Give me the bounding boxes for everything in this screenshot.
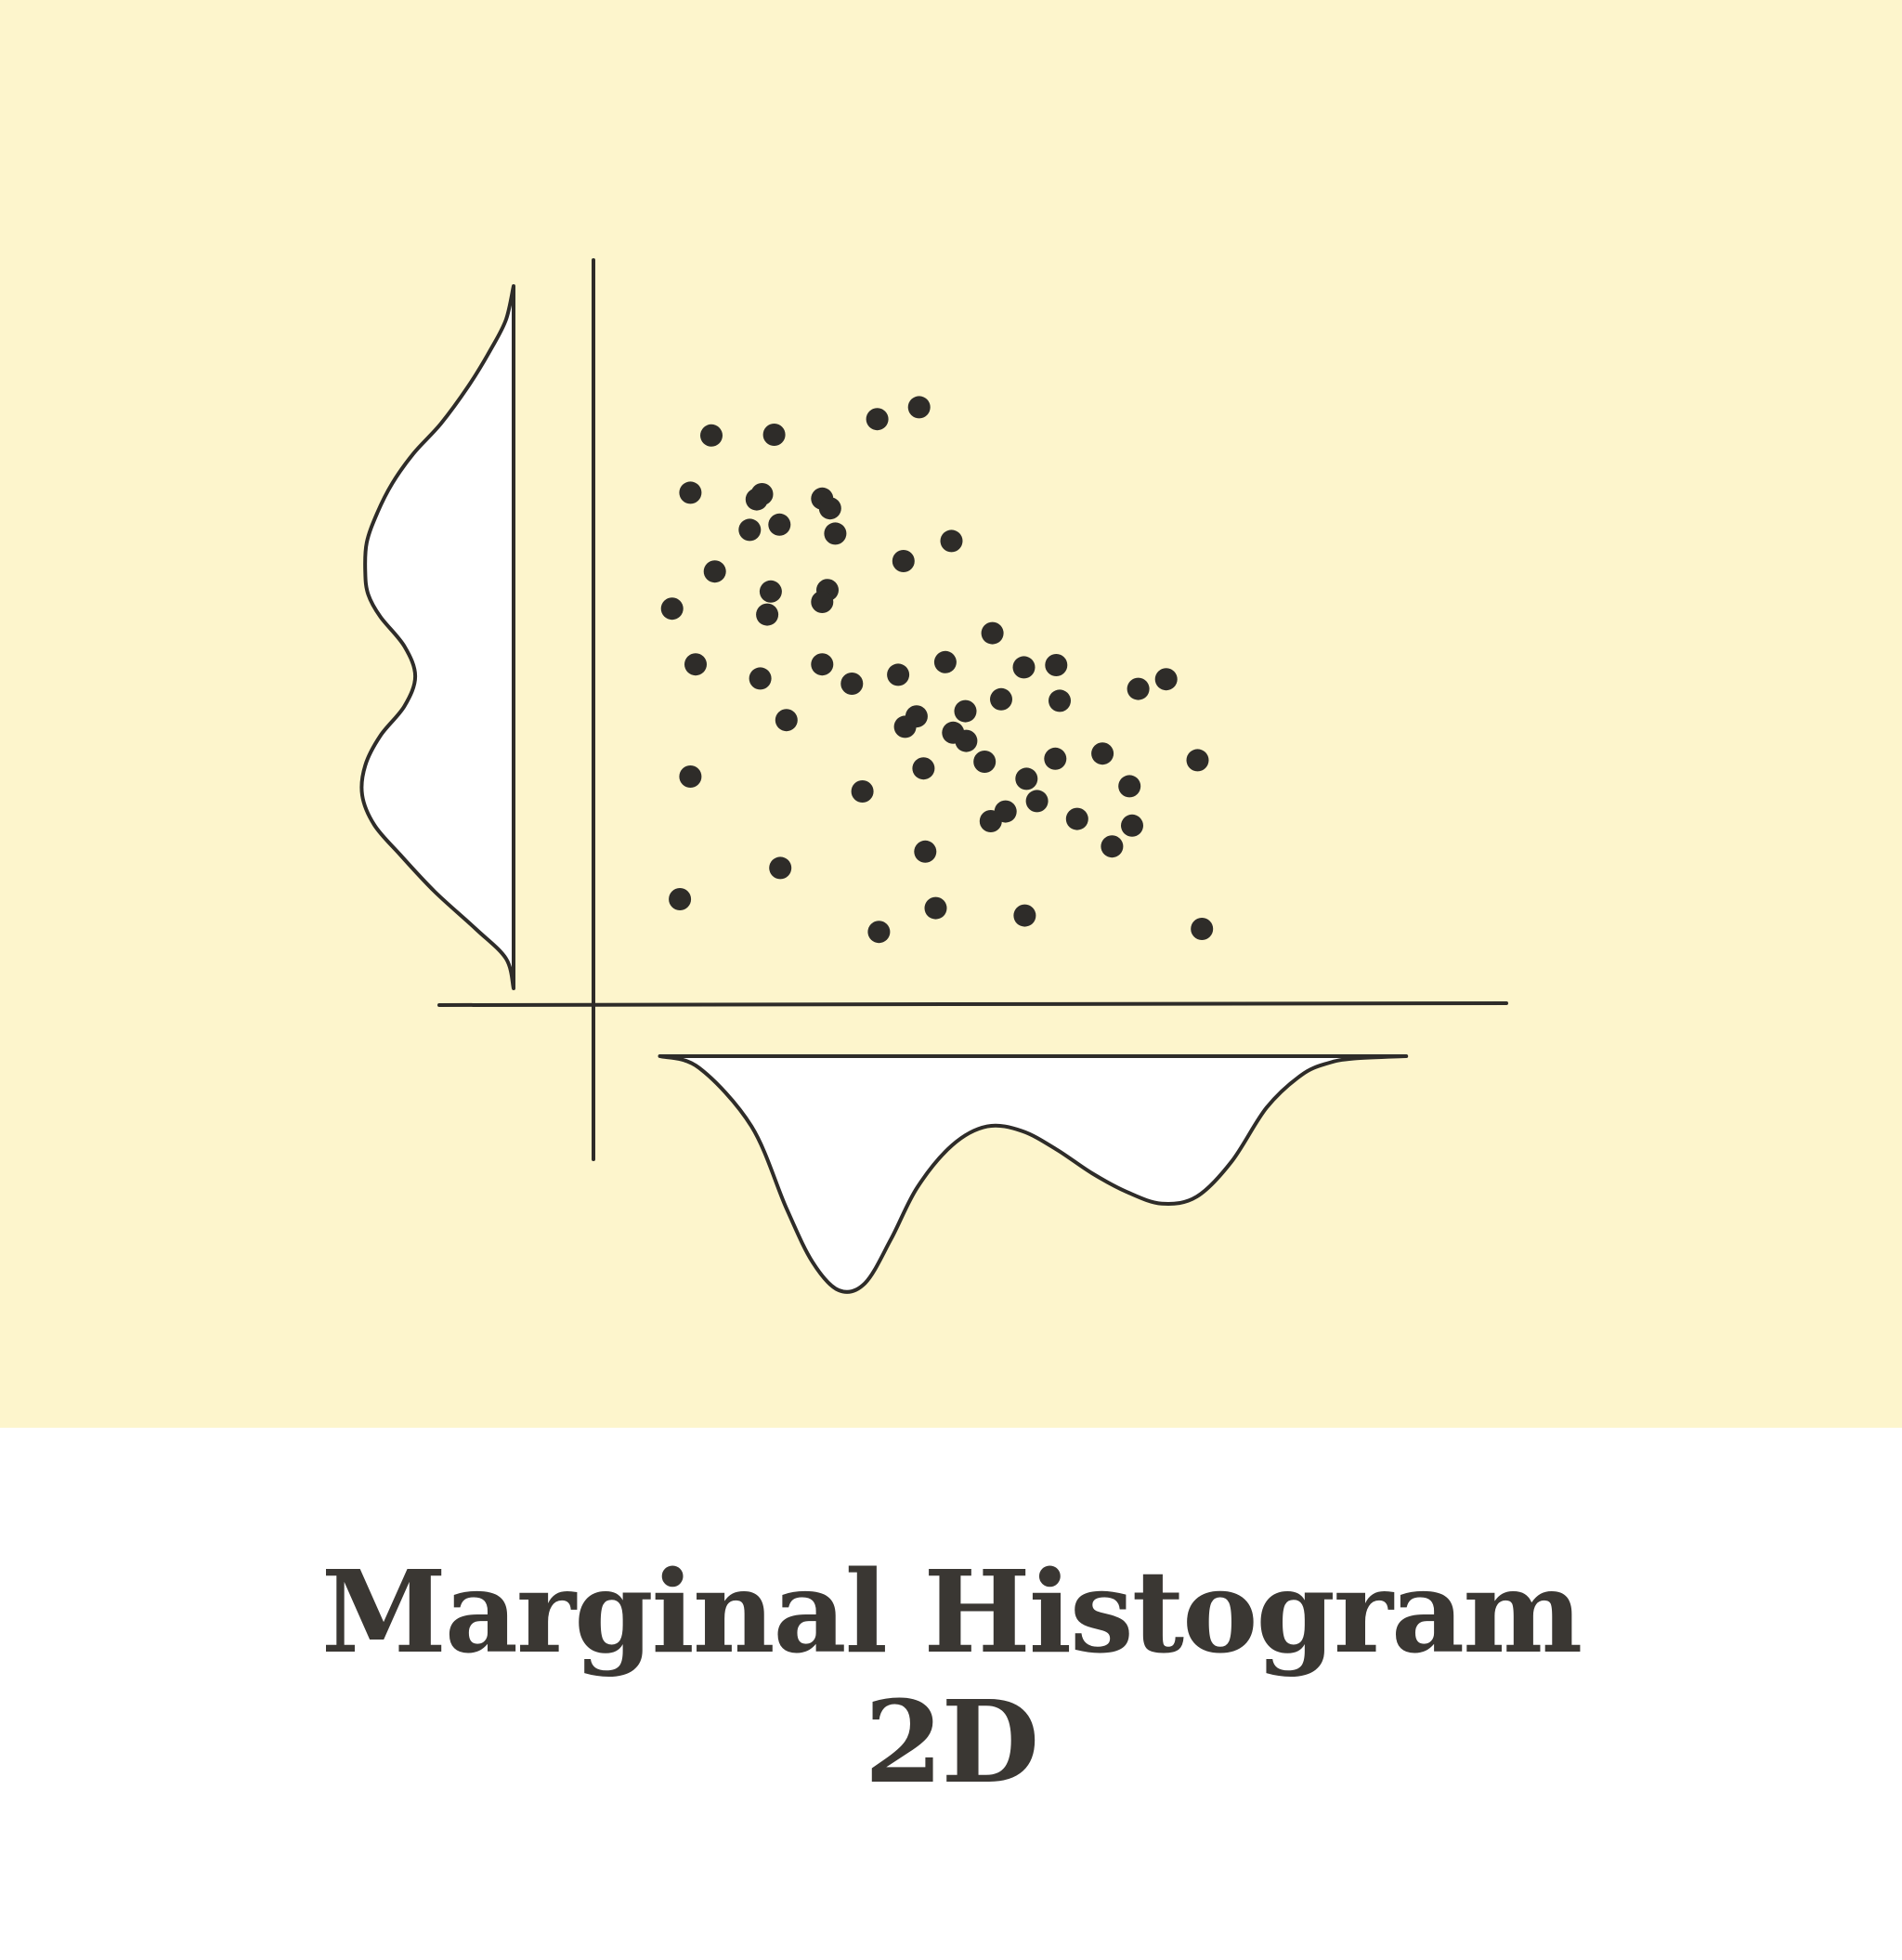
scatter-point-57: [669, 888, 692, 910]
scatter-point-52: [1065, 807, 1088, 830]
scatter-point-21: [684, 653, 707, 676]
scatter-point-53: [1101, 835, 1124, 858]
scatter-point-26: [933, 650, 957, 673]
scatter-point-40: [912, 757, 935, 780]
scatter-point-14: [892, 550, 915, 572]
scatter-point-1: [700, 424, 723, 447]
scatter-point-46: [1186, 749, 1209, 772]
scatter-point-37: [1045, 654, 1068, 676]
scatter-point-22: [749, 667, 772, 690]
scatter-point-44: [1091, 742, 1114, 765]
scatter-point-31: [905, 705, 928, 728]
scatter-point-34: [955, 729, 978, 752]
scatter-point-39: [1154, 668, 1178, 691]
chart-caption: Marginal Histogram 2D: [0, 1547, 1902, 1807]
scatter-point-54: [1121, 814, 1143, 837]
scatter-point-19: [660, 597, 684, 621]
scatter-point-55: [769, 856, 792, 880]
scatter-point-27: [981, 621, 1004, 645]
scatter-point-24: [840, 673, 864, 695]
scatter-point-20: [756, 603, 779, 626]
scatter-point-36: [1049, 689, 1071, 712]
x-marginal-density-curve: [658, 1054, 1409, 1294]
scatter-point-50: [994, 800, 1017, 823]
scatter-point-41: [973, 751, 997, 773]
scatter-point-47: [679, 765, 702, 788]
scatter-point-15: [703, 560, 726, 583]
scatter-points: [660, 396, 1214, 944]
scatter-point-18: [811, 591, 834, 613]
scatter-point-43: [1044, 747, 1067, 770]
scatter-point-48: [851, 780, 874, 803]
marginal-histogram-chart: [0, 0, 1902, 1428]
x-axis-line: [437, 1001, 1508, 1007]
scatter-point-42: [1015, 767, 1038, 791]
scatter-point-28: [1012, 656, 1036, 679]
scatter-point-13: [940, 529, 963, 553]
scatter-point-11: [768, 513, 791, 536]
scatter-point-3: [866, 408, 889, 431]
scatter-point-4: [907, 396, 931, 419]
scatter-point-10: [738, 518, 762, 542]
scatter-point-51: [1025, 790, 1049, 813]
panel-background: [0, 0, 1902, 1428]
scatter-point-16: [759, 580, 782, 603]
scatter-point-2: [762, 424, 786, 446]
scatter-point-56: [914, 840, 937, 863]
scatter-point-12: [824, 522, 847, 545]
y-marginal-density-curve: [359, 284, 515, 990]
scatter-point-5: [679, 481, 702, 504]
scatter-point-25: [887, 663, 910, 686]
scatter-point-59: [924, 896, 947, 920]
caption-line-1: Marginal Histogram: [320, 1545, 1583, 1679]
scatter-point-23: [811, 653, 834, 676]
scatter-point-45: [1118, 775, 1141, 798]
scatter-point-29: [775, 709, 798, 732]
caption-line-2: 2D: [864, 1675, 1040, 1809]
scatter-point-7: [745, 488, 768, 511]
scatter-point-61: [1191, 918, 1214, 940]
scatter-point-60: [1013, 904, 1036, 927]
scatter-point-9: [818, 497, 841, 520]
scatter-point-38: [1127, 677, 1150, 700]
scatter-point-33: [954, 699, 977, 723]
scatter-point-58: [867, 921, 891, 944]
illustration-panel: [0, 0, 1902, 1428]
scatter-point-35: [990, 687, 1012, 711]
